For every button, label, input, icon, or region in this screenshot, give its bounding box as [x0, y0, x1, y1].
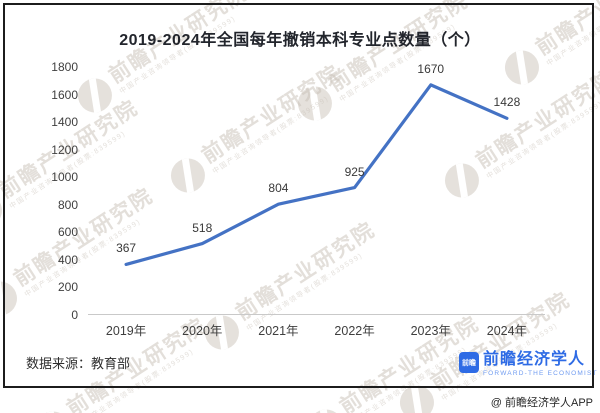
x-tick-label: 2019年 [105, 324, 147, 338]
x-axis-line [88, 314, 545, 315]
y-tick-label: 600 [57, 225, 78, 240]
data-point-label: 518 [192, 220, 213, 235]
y-tick-label: 200 [57, 280, 78, 295]
y-tick-label: 1800 [51, 60, 78, 74]
y-tick-label: 1600 [51, 87, 78, 102]
x-tick-label: 2020年 [182, 324, 223, 338]
y-tick-label: 400 [57, 252, 78, 267]
data-point-label: 1670 [417, 61, 445, 76]
x-tick-label: 2021年 [258, 324, 299, 338]
data-point-label: 804 [268, 181, 289, 196]
brand-name: 前瞻经济学人 [483, 351, 586, 368]
brand-block: 前瞻 前瞻经济学人 FORWARD-THE ECONOMIST [459, 351, 598, 377]
line-path [124, 83, 509, 266]
x-tick-label: 2022年 [334, 324, 375, 338]
brand-tagline: FORWARD-THE ECONOMIST [483, 370, 598, 377]
brand-logo-icon: 前瞻 [459, 352, 479, 373]
y-tick-label: 1400 [51, 115, 78, 130]
attribution-caption: @ 前瞻经济学人APP [490, 397, 593, 409]
data-point-label: 1428 [493, 95, 521, 110]
y-tick-label: 1200 [51, 142, 78, 157]
x-tick-label: 2024年 [486, 324, 528, 338]
y-tick-label: 0 [71, 308, 78, 322]
data-source-note: 数据来源：教育部 [26, 356, 131, 371]
data-point-label: 925 [344, 164, 365, 179]
x-tick-label: 2023年 [410, 324, 451, 338]
data-point-label: 367 [116, 241, 137, 256]
y-tick-label: 1000 [51, 170, 78, 185]
y-tick-label: 800 [57, 197, 78, 212]
chart-title: 2019-2024年全国每年撤销本科专业点数量（个） [119, 32, 481, 49]
